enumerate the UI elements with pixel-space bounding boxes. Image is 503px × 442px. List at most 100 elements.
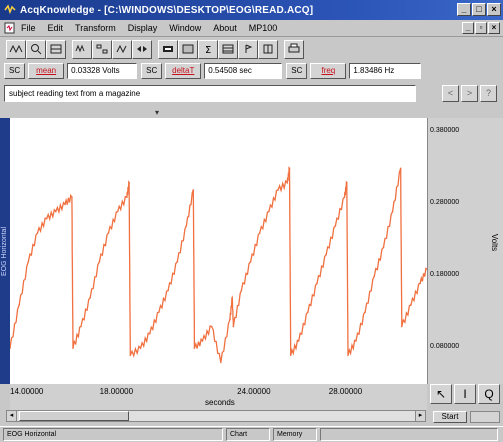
waveform-icon bbox=[75, 43, 89, 55]
horizontal-scrollbar[interactable]: ◂ ▸ bbox=[6, 410, 426, 422]
plot-area[interactable] bbox=[10, 118, 427, 384]
trace-point bbox=[316, 283, 318, 285]
trace-point bbox=[233, 326, 235, 328]
svg-text:Σ: Σ bbox=[205, 45, 211, 55]
waveform-plot[interactable] bbox=[10, 118, 427, 384]
arrange-button[interactable] bbox=[112, 40, 132, 59]
autoscale-button[interactable] bbox=[132, 40, 152, 59]
trace-point bbox=[55, 211, 57, 213]
measure-function-2[interactable]: deltaT bbox=[165, 63, 201, 79]
help-button[interactable]: ? bbox=[480, 85, 497, 102]
measure-channel-3[interactable]: SC bbox=[286, 63, 307, 79]
start-button[interactable]: Start bbox=[433, 411, 467, 423]
doc-close-button[interactable]: × bbox=[488, 22, 500, 34]
cursor-tools: ↖ I Q bbox=[430, 384, 500, 404]
channel-label: EOG Horizontal bbox=[2, 226, 9, 275]
trace-point bbox=[167, 290, 169, 292]
status-channel: EOG Horizontal bbox=[3, 428, 223, 441]
measure-channel-2[interactable]: SC bbox=[141, 63, 162, 79]
trace-point bbox=[374, 275, 376, 277]
trace-point bbox=[289, 168, 291, 170]
tile-button[interactable] bbox=[92, 40, 112, 59]
document-icon[interactable] bbox=[4, 22, 15, 34]
menu-transform[interactable]: Transform bbox=[75, 23, 116, 33]
grid-button[interactable] bbox=[178, 40, 198, 59]
trace-point bbox=[46, 218, 48, 220]
doc-restore-button[interactable]: ▫ bbox=[475, 22, 487, 34]
trace-point bbox=[71, 196, 73, 198]
maximize-button[interactable]: □ bbox=[472, 3, 486, 16]
status-storage: Memory bbox=[273, 428, 317, 441]
journal-note-field[interactable]: subject reading text from a magazine bbox=[4, 85, 416, 102]
doc-minimize-button[interactable]: _ bbox=[462, 22, 474, 34]
arrow-cursor-button[interactable]: ↖ bbox=[430, 384, 452, 404]
trace-point bbox=[186, 225, 188, 227]
tile-icon bbox=[95, 43, 109, 55]
y-tick-label: 0.180000 bbox=[430, 271, 459, 278]
menu-edit[interactable]: Edit bbox=[48, 23, 64, 33]
y-tick-label: 0.080000 bbox=[430, 343, 459, 350]
next-button[interactable]: > bbox=[461, 85, 478, 102]
overlay-button[interactable] bbox=[158, 40, 178, 59]
scroll-right-arrow-icon[interactable]: ▸ bbox=[415, 411, 425, 421]
stats-icon bbox=[261, 43, 275, 55]
window-title: AcqKnowledge - [C:\WINDOWS\DESKTOP\EOG\R… bbox=[20, 5, 313, 16]
menu-mp100[interactable]: MP100 bbox=[249, 23, 278, 33]
status-bar: EOG Horizontal Chart Memory bbox=[0, 426, 503, 442]
table-icon bbox=[221, 43, 235, 55]
trace-point bbox=[140, 347, 142, 349]
print-button[interactable] bbox=[284, 40, 304, 59]
sum-button[interactable]: Σ bbox=[198, 40, 218, 59]
trace-point bbox=[241, 290, 243, 292]
measure-value-3: 1.83486 Hz bbox=[349, 63, 421, 79]
close-button[interactable]: × bbox=[487, 3, 501, 16]
marker-button[interactable] bbox=[238, 40, 258, 59]
trace-point bbox=[347, 354, 349, 356]
overlay-icon bbox=[161, 43, 175, 55]
y-axis[interactable]: Volts 0.380000 0.280000 0.180000 0.080000 bbox=[427, 118, 503, 384]
sum-icon: Σ bbox=[201, 43, 215, 55]
x-tick-label: 18.00000 bbox=[100, 387, 133, 396]
measure-button[interactable] bbox=[46, 40, 66, 59]
event-marker-icon[interactable]: ▾ bbox=[155, 108, 159, 117]
menu-window[interactable]: Window bbox=[169, 23, 201, 33]
waveform-button[interactable] bbox=[72, 40, 92, 59]
x-axis[interactable]: seconds 14.00000 18.00000 24.00000 28.00000 bbox=[10, 384, 427, 410]
measure-function-3[interactable]: freq bbox=[310, 63, 346, 79]
trace-point bbox=[335, 225, 337, 227]
trace-point bbox=[37, 232, 39, 234]
trace-point bbox=[259, 232, 261, 234]
trace-point bbox=[80, 326, 82, 328]
minimize-button[interactable]: _ bbox=[457, 3, 471, 16]
trace-point bbox=[268, 211, 270, 213]
measure-function-1[interactable]: mean bbox=[28, 63, 64, 79]
table-button[interactable] bbox=[218, 40, 238, 59]
measure-icon bbox=[49, 43, 63, 55]
trace-point bbox=[128, 182, 130, 184]
trace-point bbox=[400, 168, 402, 170]
scroll-thumb[interactable] bbox=[19, 411, 129, 421]
scroll-left-arrow-icon[interactable]: ◂ bbox=[7, 411, 17, 421]
acquisition-indicator bbox=[470, 411, 500, 423]
trace-point bbox=[158, 311, 160, 313]
graph-window: EOG Horizontal Volts 0.380000 0.280000 0.1… bbox=[0, 118, 503, 384]
trace-point bbox=[290, 354, 292, 356]
trace-point bbox=[410, 304, 412, 306]
zoom-button[interactable] bbox=[26, 40, 46, 59]
menu-about[interactable]: About bbox=[213, 23, 237, 33]
trace-point bbox=[250, 261, 252, 263]
stats-button[interactable] bbox=[258, 40, 278, 59]
zoom-cursor-button[interactable]: Q bbox=[478, 384, 500, 404]
toolbar: Σ bbox=[0, 38, 503, 60]
menu-display[interactable]: Display bbox=[128, 23, 158, 33]
ibeam-cursor-button[interactable]: I bbox=[454, 384, 476, 404]
trace-point bbox=[344, 196, 346, 198]
trace-point bbox=[211, 326, 213, 328]
trace-point bbox=[229, 319, 231, 321]
marker-icon bbox=[241, 43, 255, 55]
trace-point bbox=[177, 261, 179, 263]
measure-channel-1[interactable]: SC bbox=[4, 63, 25, 79]
previous-button[interactable]: < bbox=[442, 85, 459, 102]
menu-file[interactable]: File bbox=[21, 23, 36, 33]
overlap-button[interactable] bbox=[6, 40, 26, 59]
